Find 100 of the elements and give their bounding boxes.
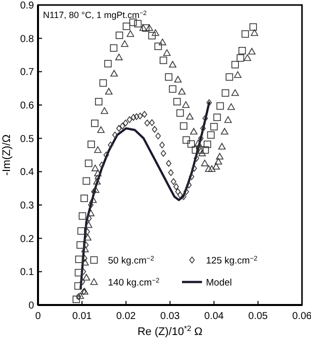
point bbox=[77, 227, 85, 235]
point bbox=[227, 103, 235, 110]
point bbox=[198, 150, 206, 156]
point bbox=[88, 202, 94, 208]
point bbox=[100, 107, 108, 114]
legend-label: Model bbox=[206, 278, 232, 288]
point bbox=[137, 112, 143, 120]
point bbox=[94, 170, 102, 176]
point bbox=[160, 56, 168, 64]
point bbox=[210, 122, 218, 130]
point bbox=[177, 192, 183, 198]
point bbox=[213, 114, 221, 122]
x-tick-label: 0 bbox=[35, 311, 42, 322]
point bbox=[103, 152, 109, 158]
point bbox=[92, 186, 100, 193]
point bbox=[122, 22, 130, 30]
point bbox=[120, 122, 126, 130]
point bbox=[94, 174, 100, 182]
point bbox=[236, 54, 244, 62]
point bbox=[82, 254, 88, 262]
point bbox=[92, 164, 99, 172]
point bbox=[74, 268, 82, 276]
point bbox=[186, 182, 192, 188]
point bbox=[222, 89, 230, 97]
point bbox=[216, 102, 224, 110]
point bbox=[82, 274, 90, 281]
point bbox=[116, 32, 124, 40]
point bbox=[104, 60, 112, 68]
point bbox=[99, 162, 105, 168]
point bbox=[163, 49, 171, 56]
y-tick-label: 0.8 bbox=[20, 34, 34, 45]
point bbox=[214, 158, 222, 165]
point bbox=[220, 128, 228, 135]
point bbox=[81, 258, 89, 266]
point bbox=[234, 71, 242, 78]
point bbox=[80, 278, 86, 286]
point bbox=[122, 120, 128, 126]
y-tick-label: 0 bbox=[28, 300, 34, 312]
point bbox=[130, 114, 136, 121]
point bbox=[175, 188, 181, 196]
point bbox=[81, 246, 89, 252]
point bbox=[76, 241, 84, 249]
point bbox=[80, 268, 86, 276]
point bbox=[192, 146, 200, 154]
point bbox=[174, 76, 182, 83]
point bbox=[76, 292, 84, 299]
point bbox=[78, 212, 86, 220]
point bbox=[155, 132, 161, 140]
point bbox=[168, 169, 174, 176]
point bbox=[126, 116, 132, 124]
point bbox=[182, 136, 190, 144]
point bbox=[242, 30, 249, 38]
point bbox=[148, 32, 156, 40]
point bbox=[206, 99, 212, 106]
point bbox=[158, 38, 166, 46]
point bbox=[170, 178, 176, 186]
point bbox=[218, 142, 226, 150]
point bbox=[120, 40, 128, 47]
point bbox=[159, 142, 165, 148]
point bbox=[212, 162, 220, 170]
point bbox=[84, 234, 92, 241]
x-tick-label: 0.06 bbox=[292, 311, 311, 322]
point bbox=[110, 44, 118, 52]
point bbox=[231, 60, 239, 68]
point bbox=[87, 210, 94, 216]
x-tick-label: 0.04 bbox=[204, 311, 224, 322]
point bbox=[75, 256, 83, 264]
point bbox=[168, 60, 176, 68]
point bbox=[173, 183, 179, 190]
y-tick-label: 0.4 bbox=[20, 167, 34, 178]
point bbox=[146, 24, 154, 31]
point bbox=[154, 42, 162, 50]
annotation: N117, 80 °C, 1 mgPt.cm$^{−2}$ bbox=[43, 10, 148, 20]
point bbox=[126, 30, 134, 37]
point bbox=[238, 46, 246, 54]
point bbox=[226, 73, 234, 81]
point bbox=[95, 98, 102, 106]
y-tick-label: 0.2 bbox=[20, 234, 34, 245]
point bbox=[208, 165, 216, 172]
point bbox=[93, 178, 101, 185]
point bbox=[198, 134, 204, 142]
y-tick-label: 0.1 bbox=[20, 267, 34, 278]
point bbox=[99, 79, 107, 87]
x-tick-label: 0.02 bbox=[116, 311, 136, 322]
point bbox=[196, 144, 202, 152]
point bbox=[180, 122, 188, 130]
point bbox=[164, 73, 172, 81]
point bbox=[204, 140, 212, 148]
y-tick-label: 0.6 bbox=[20, 100, 34, 112]
legend-label: 50 kg.cm$^{−2}$ bbox=[108, 255, 154, 266]
point bbox=[82, 177, 90, 185]
point bbox=[248, 48, 256, 55]
point bbox=[191, 164, 197, 172]
point bbox=[144, 120, 150, 126]
y-tick-label: 0.5 bbox=[20, 134, 34, 145]
point bbox=[88, 140, 95, 148]
x-tick-label: 0.05 bbox=[248, 311, 268, 322]
y-tick-label: 0.3 bbox=[20, 200, 34, 212]
x-tick-label: 0.03 bbox=[160, 311, 180, 322]
point bbox=[76, 293, 82, 300]
